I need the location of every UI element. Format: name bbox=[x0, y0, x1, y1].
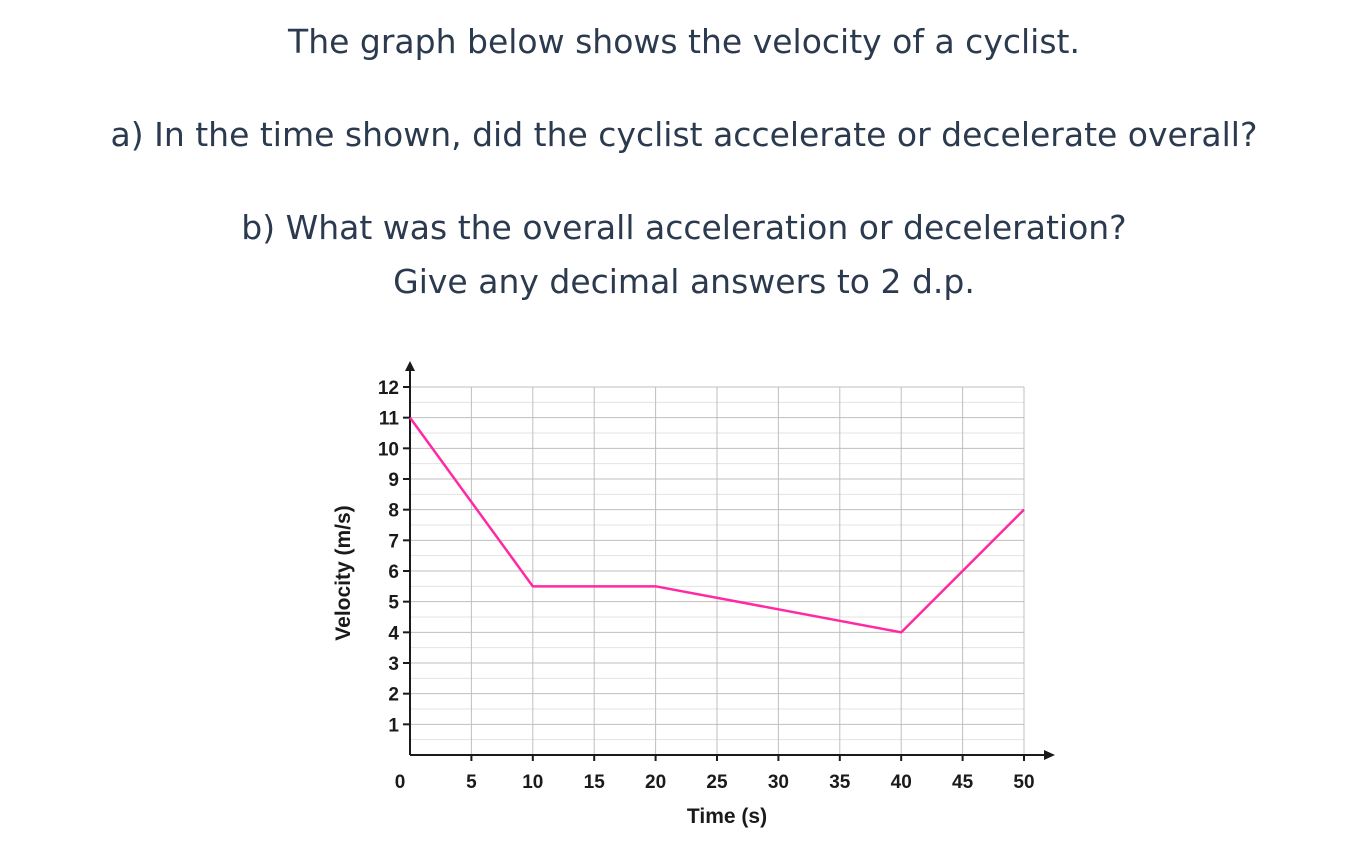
question-part-b-note: Give any decimal answers to 2 d.p. bbox=[393, 262, 975, 301]
x-tick-label: 30 bbox=[768, 772, 789, 793]
x-tick-label: 5 bbox=[466, 772, 477, 793]
x-tick-label: 50 bbox=[1013, 772, 1034, 793]
x-tick-label: 40 bbox=[891, 772, 912, 793]
y-tick-label: 2 bbox=[388, 685, 399, 706]
y-tick-label: 1 bbox=[388, 715, 399, 736]
y-tick-label: 8 bbox=[388, 501, 399, 522]
x-tick-label: 0 bbox=[395, 772, 406, 793]
x-tick-label: 15 bbox=[584, 772, 606, 793]
y-tick-label: 12 bbox=[378, 378, 399, 399]
question-part-b: b) What was the overall acceleration or … bbox=[241, 208, 1127, 247]
y-tick-label: 11 bbox=[379, 409, 400, 430]
y-tick-label: 9 bbox=[388, 470, 399, 491]
y-tick-label: 6 bbox=[388, 562, 399, 583]
x-tick-label: 20 bbox=[645, 772, 666, 793]
x-tick-label: 25 bbox=[706, 772, 728, 793]
series bbox=[408, 416, 1025, 634]
y-tick-label: 10 bbox=[378, 439, 399, 460]
grid-major bbox=[410, 386, 1025, 755]
x-axis-arrow bbox=[1044, 750, 1055, 760]
x-axis-ticks: 0 5 10 15 20 25 30 35 40 45 50 bbox=[395, 755, 1035, 793]
y-tick-label: 7 bbox=[388, 531, 399, 552]
question-part-a: a) In the time shown, did the cyclist ac… bbox=[110, 115, 1258, 154]
x-tick-label: 10 bbox=[522, 772, 543, 793]
x-tick-label: 45 bbox=[952, 772, 974, 793]
y-axis-title: Velocity (m/s) bbox=[332, 505, 355, 640]
x-axis-title: Time (s) bbox=[687, 805, 767, 828]
question-intro: The graph below shows the velocity of a … bbox=[288, 22, 1080, 61]
y-axis-arrow bbox=[405, 361, 415, 371]
y-tick-label: 4 bbox=[388, 623, 399, 644]
axes bbox=[405, 361, 1055, 760]
x-tick-label: 35 bbox=[829, 772, 851, 793]
y-tick-label: 5 bbox=[388, 593, 399, 614]
y-tick-label: 3 bbox=[388, 654, 399, 675]
